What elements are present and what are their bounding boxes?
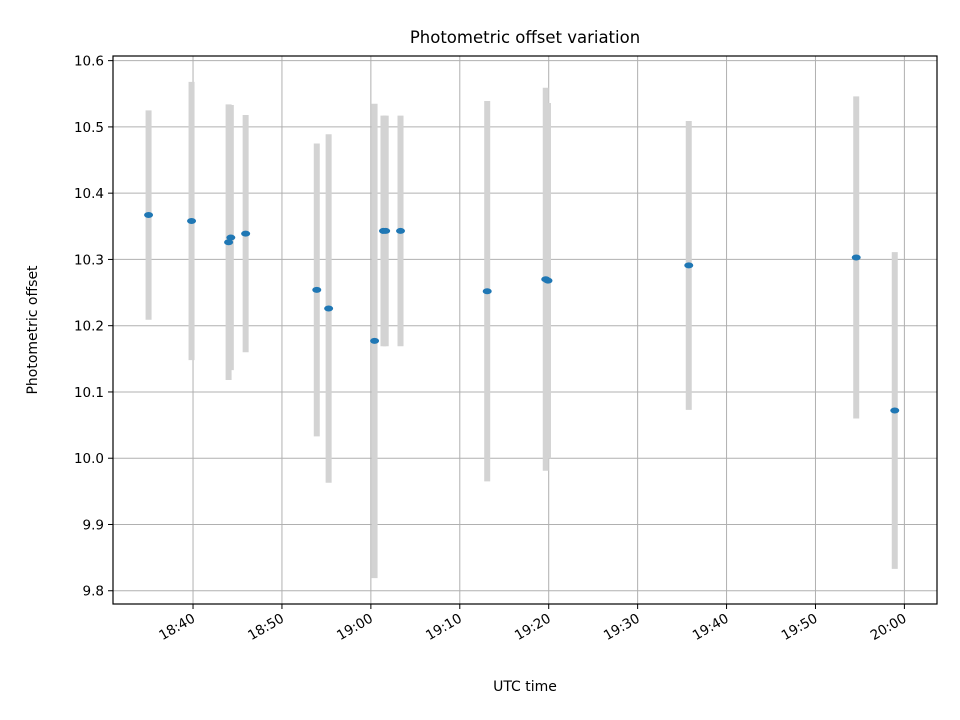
y-tick-label: 10.5 — [74, 120, 104, 136]
data-point — [144, 212, 154, 219]
y-tick-label: 9.9 — [83, 517, 104, 533]
data-point — [684, 262, 694, 269]
data-point — [241, 230, 251, 237]
y-axis: 9.8 9.9 10.0 10.1 10.2 10.3 10.4 10.5 10.6 — [74, 54, 113, 600]
data-point — [890, 407, 900, 414]
y-axis-label: Photometric offset — [25, 265, 41, 395]
y-tick-label: 9.8 — [83, 584, 104, 600]
y-tick-label: 10.1 — [74, 385, 104, 401]
data-point — [324, 305, 334, 312]
chart-title: Photometric offset variation — [410, 28, 640, 47]
data-point — [396, 227, 406, 234]
data-point — [226, 234, 236, 241]
data-point — [312, 286, 322, 293]
y-tick-label: 10.0 — [74, 451, 104, 467]
data-point — [851, 254, 861, 261]
data-point — [224, 239, 234, 246]
y-tick-label: 10.3 — [74, 252, 104, 268]
x-axis-label: UTC time — [493, 679, 557, 695]
data-point — [370, 337, 380, 344]
data-point — [482, 288, 492, 295]
y-tick-label: 10.6 — [74, 54, 104, 70]
y-tick-label: 10.4 — [74, 186, 104, 202]
data-points — [144, 212, 900, 414]
grid — [113, 56, 937, 604]
data-point — [543, 277, 553, 284]
data-point — [381, 227, 391, 234]
data-point — [187, 217, 197, 224]
plot-frame — [112, 55, 938, 605]
y-tick-label: 10.2 — [74, 319, 104, 335]
